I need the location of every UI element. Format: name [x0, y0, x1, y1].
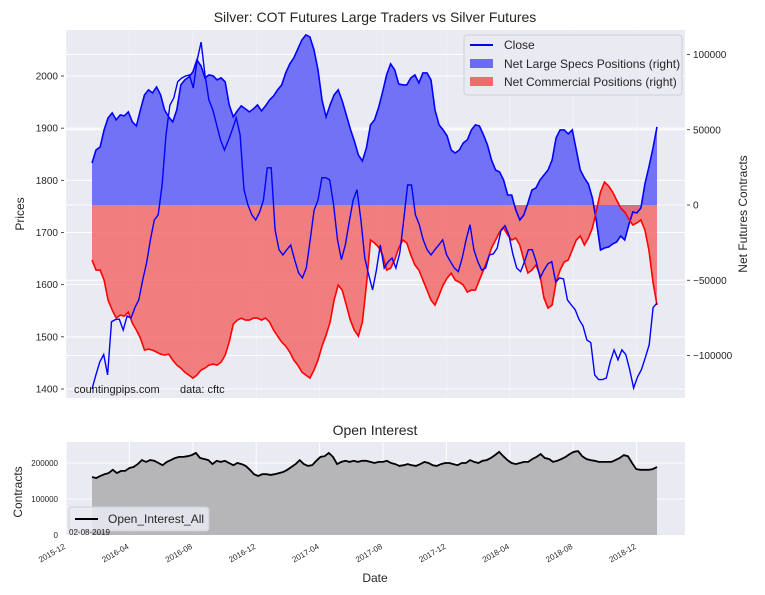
oi-y-tick-label: 100000: [31, 495, 58, 504]
oi-x-tick-label: 2016-04: [100, 542, 130, 565]
main-legend: Close Net Large Specs Positions (right) …: [463, 34, 683, 96]
oi-x-tick-label: 2016-08: [164, 542, 194, 565]
oi-x-tick-label: 2017-08: [354, 542, 384, 565]
main-chart-title: Silver: COT Futures Large Traders vs Sil…: [214, 9, 537, 25]
oi-legend-box: [68, 506, 210, 532]
oi-x-tick-label: 2018-08: [544, 542, 574, 565]
right-tick-label: 100000: [693, 50, 727, 61]
oi-x-axis-ticks: 2015-12 2016-04 2016-08 2016-12 2017-04 2017-…: [37, 542, 638, 565]
oi-x-tick-label: 2016-12: [227, 542, 257, 565]
oi-line: [91, 450, 658, 480]
main-series-group: [91, 33, 658, 391]
right-tick-label: −50000: [693, 276, 727, 287]
right-axis-ticks: 100000 50000 0 −50000 −100000: [687, 50, 733, 362]
left-tick-label: 1500: [36, 332, 59, 343]
oi-area: [92, 451, 657, 535]
left-tick-label: 1800: [36, 176, 59, 187]
right-tick-label: 0: [693, 201, 699, 212]
oi-x-tick-label: 2015-12: [37, 542, 67, 565]
left-axis-ticks: 1400 1500 1600 1700 1800 1900 2000: [36, 72, 64, 396]
oi-x-tick-label: 2018-04: [481, 542, 511, 565]
source-annotation: countingpips.com: [74, 384, 160, 396]
legend-commercial-swatch: [470, 77, 493, 86]
left-tick-label: 1600: [36, 280, 59, 291]
left-axis-label: Prices: [13, 197, 27, 230]
left-tick-label: 1400: [36, 385, 59, 396]
specs-line: [91, 33, 658, 252]
legend-commercial-label: Net Commercial Positions (right): [504, 75, 677, 89]
oi-series-group: [91, 450, 658, 535]
oi-legend: Open_Interest_All: [68, 506, 210, 532]
oi-y-axis-ticks: 0 100000 200000: [31, 459, 58, 540]
oi-x-tick-label: 2017-04: [291, 542, 321, 565]
oi-y-tick-label: 0: [54, 531, 59, 540]
right-tick-label: −100000: [693, 351, 733, 362]
oi-x-axis-label: Date: [362, 571, 388, 585]
data-annotation: data: cftc: [180, 384, 225, 396]
legend-specs-label: Net Large Specs Positions (right): [504, 57, 680, 71]
oi-x-tick-label: 2017-12: [417, 542, 447, 565]
oi-x-tick-label: 2018-12: [608, 542, 638, 565]
right-axis-label: Net Futures Contracts: [736, 155, 750, 272]
legend-specs-swatch: [470, 59, 493, 68]
oi-y-tick-label: 200000: [31, 459, 58, 468]
oi-chart-title: Open Interest: [333, 422, 418, 438]
commercial-area: [92, 182, 657, 379]
legend-box: [463, 34, 683, 96]
left-tick-label: 1900: [36, 124, 59, 135]
oi-y-axis-label: Contracts: [11, 466, 25, 517]
date-stamp: 02-08-2019: [69, 528, 110, 537]
commercial-line: [91, 180, 658, 380]
left-tick-label: 2000: [36, 72, 59, 83]
oi-legend-label: Open_Interest_All: [108, 512, 204, 526]
right-tick-label: 50000: [693, 125, 721, 136]
legend-close-label: Close: [504, 38, 535, 52]
close-line: [91, 41, 658, 391]
left-tick-label: 1700: [36, 228, 59, 239]
specs-area: [92, 34, 657, 251]
